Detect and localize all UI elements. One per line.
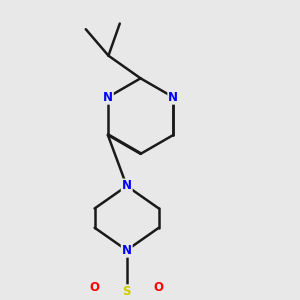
Text: N: N [122, 244, 132, 257]
Text: N: N [122, 179, 132, 193]
Text: S: S [122, 285, 131, 298]
Text: O: O [154, 281, 164, 295]
Text: N: N [168, 91, 178, 104]
Text: N: N [103, 91, 113, 104]
Text: O: O [90, 281, 100, 295]
